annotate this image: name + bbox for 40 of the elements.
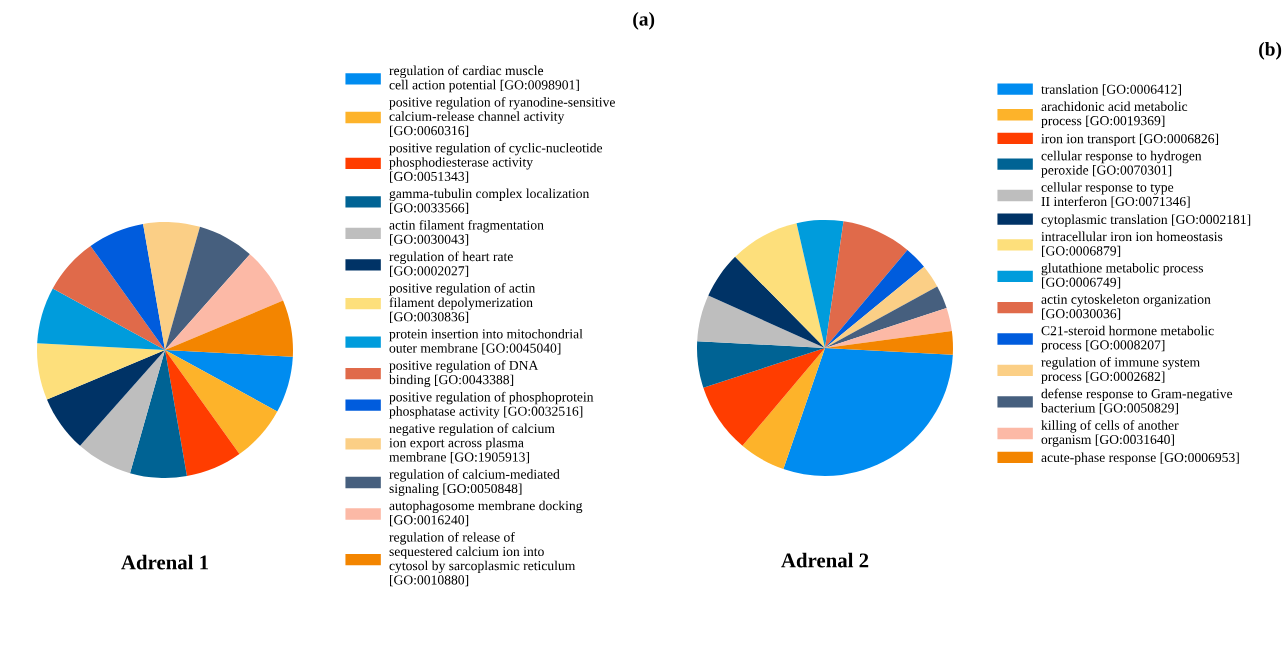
pie-slice — [90, 223, 165, 350]
legend-label: cytoplasmic translation [GO:0002181] — [1041, 214, 1251, 227]
legend-label: killing of cells of another organism [GO:0031640] — [1041, 420, 1179, 447]
pie-slice — [703, 348, 825, 446]
pie-slice — [165, 350, 293, 412]
pie-slice — [37, 288, 165, 350]
legend-label: iron ion transport [GO:0006826] — [1041, 133, 1219, 147]
pie-slice — [165, 300, 293, 357]
pie-slice — [708, 256, 825, 348]
pie-slice — [165, 226, 250, 350]
text: Adrenal 2 — [781, 552, 869, 568]
pie-slice — [46, 350, 165, 446]
pie-slice — [130, 350, 187, 478]
pie-slice — [165, 350, 240, 477]
pie-slice — [825, 308, 952, 348]
pie-slice — [165, 350, 278, 455]
pie-slice — [825, 286, 947, 348]
pie-slice — [825, 250, 924, 348]
pie-slice — [80, 350, 165, 474]
pie-slice — [796, 220, 844, 348]
pie-slice — [165, 254, 284, 350]
legend-label: regulation of release of sequestered calcium ion into cytosol by sarcoplasmic reticulum [GO:0010880] — [389, 532, 576, 587]
text: (b) — [1259, 42, 1282, 60]
text: (a) — [633, 12, 655, 30]
pie-slice — [735, 223, 825, 348]
pie-slice — [783, 348, 953, 476]
pie-slice — [37, 343, 165, 400]
pie-slice — [697, 341, 825, 388]
legend-label: acute-phase response [GO:0006953] — [1041, 452, 1239, 465]
legend-label: translation [GO:0006412] — [1041, 84, 1181, 96]
pie-slice — [825, 221, 908, 348]
pie-slice — [52, 245, 165, 350]
legend-label: arachidonic acid metabolic process [GO:0019369] — [1041, 101, 1188, 129]
pie-slice — [742, 348, 825, 470]
text: Adrenal 1 — [121, 554, 209, 570]
legend-label: actin cytoskeleton organization [GO:0030036] — [1041, 294, 1211, 320]
pie-slice — [697, 295, 825, 348]
legend-label: cellular response to type II interferon [GO:0071346] — [1041, 182, 1190, 208]
pie-slice — [143, 222, 200, 350]
pie-slice — [825, 266, 938, 348]
